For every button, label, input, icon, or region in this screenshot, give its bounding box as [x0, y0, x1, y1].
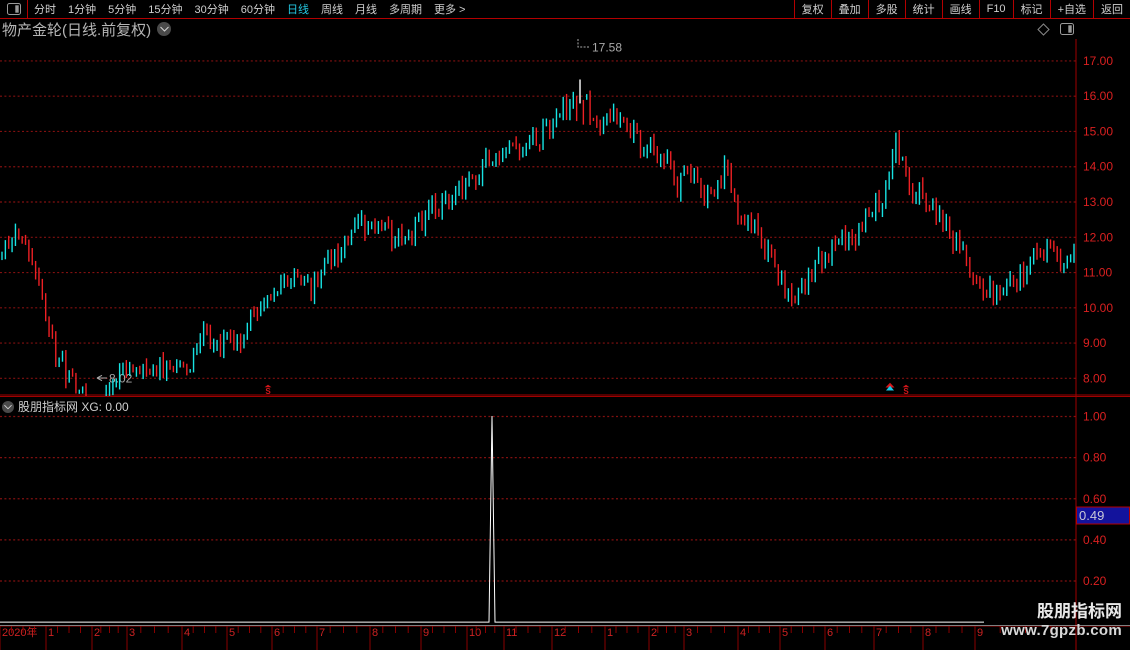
svg-text:3: 3: [686, 627, 692, 639]
svg-text:12: 12: [554, 627, 566, 639]
svg-text:5: 5: [782, 627, 788, 639]
svg-text:9: 9: [977, 627, 983, 639]
svg-text:0.80: 0.80: [1083, 451, 1107, 465]
svg-text:9: 9: [423, 627, 429, 639]
svg-text:11.00: 11.00: [1083, 266, 1112, 280]
svg-text:2: 2: [94, 627, 100, 639]
svg-text:S: S: [265, 387, 271, 396]
svg-text:7: 7: [319, 627, 325, 639]
svg-text:0.49: 0.49: [1079, 508, 1104, 523]
svg-text:12.00: 12.00: [1083, 230, 1113, 244]
svg-text:10: 10: [469, 627, 481, 639]
svg-text:8.00: 8.00: [1083, 371, 1107, 385]
svg-text:7: 7: [876, 627, 882, 639]
svg-text:10.00: 10.00: [1083, 301, 1113, 315]
svg-text:8: 8: [925, 627, 931, 639]
svg-text:2: 2: [651, 627, 657, 639]
svg-text:5: 5: [229, 627, 235, 639]
svg-text:13.00: 13.00: [1083, 195, 1113, 209]
svg-text:0.40: 0.40: [1083, 533, 1107, 547]
svg-text:4: 4: [184, 627, 190, 639]
svg-text:2020年: 2020年: [2, 626, 37, 639]
svg-text:6: 6: [827, 627, 833, 639]
svg-text:6: 6: [274, 627, 280, 639]
svg-text:15.00: 15.00: [1083, 124, 1113, 138]
svg-text:3: 3: [129, 627, 135, 639]
svg-text:9.00: 9.00: [1083, 336, 1107, 350]
svg-text:17.00: 17.00: [1083, 54, 1113, 68]
svg-text:4: 4: [740, 627, 746, 639]
svg-text:0.60: 0.60: [1083, 492, 1107, 506]
svg-text:S: S: [903, 387, 909, 396]
svg-text:1: 1: [48, 627, 54, 639]
svg-text:14.00: 14.00: [1083, 160, 1113, 174]
svg-text:0.20: 0.20: [1083, 574, 1107, 588]
svg-text:1: 1: [607, 627, 613, 639]
svg-text:17.58: 17.58: [592, 41, 622, 55]
svg-text:1.00: 1.00: [1083, 410, 1107, 424]
svg-text:8: 8: [372, 627, 378, 639]
svg-text:16.00: 16.00: [1083, 89, 1113, 103]
